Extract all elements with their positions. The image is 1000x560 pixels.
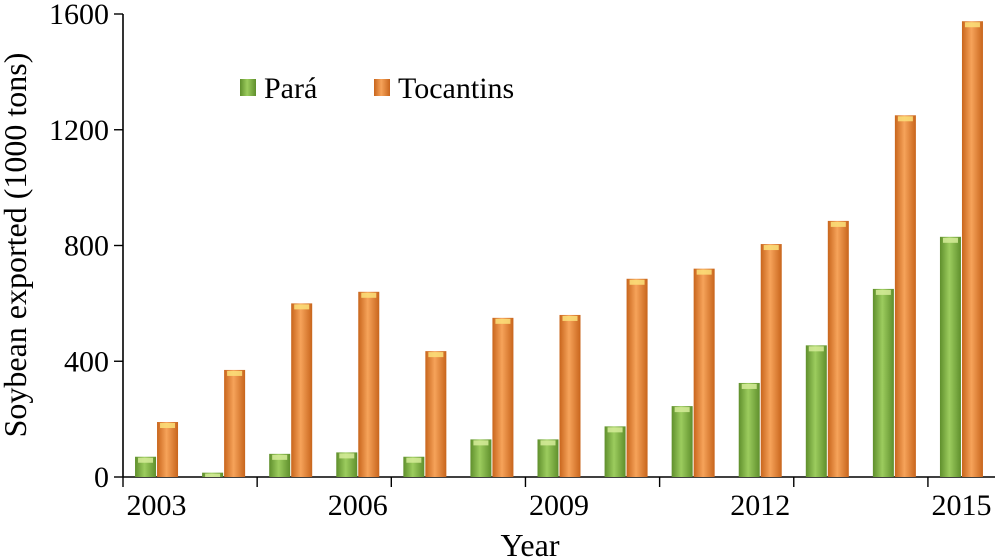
x-tick-label: 2009 — [529, 489, 589, 522]
legend: Pará Tocantins — [240, 72, 514, 105]
bar-tocantins-2004-highlight — [227, 370, 243, 376]
x-axis-title: Year — [501, 527, 560, 560]
bar-para-2007-highlight — [406, 457, 422, 463]
bar-tocantins-2013-highlight — [830, 221, 846, 227]
y-tick-label: 1600 — [49, 0, 109, 31]
bar-tocantins-2007-highlight — [428, 352, 444, 358]
legend-swatch-tocantins — [374, 79, 390, 96]
bar-tocantins-2009 — [559, 314, 581, 477]
y-tick-label: 0 — [94, 461, 109, 494]
bar-tocantins-2005 — [291, 303, 313, 477]
bar-tocantins-2015-highlight — [964, 22, 980, 28]
legend-label-tocantins: Tocantins — [398, 72, 514, 105]
bar-para-2011-highlight — [674, 407, 690, 413]
bar-para-2009-highlight — [540, 440, 556, 446]
y-tick-label: 1200 — [49, 114, 109, 147]
bar-tocantins-2013 — [827, 220, 849, 477]
bar-tocantins-2005-highlight — [294, 304, 310, 310]
bar-para-2013-highlight — [808, 346, 824, 352]
bar-para-2014 — [872, 288, 894, 477]
bar-tocantins-2007 — [425, 351, 447, 477]
bar-para-2008 — [470, 439, 492, 477]
y-tick-label: 400 — [64, 345, 109, 378]
bar-tocantins-2014-highlight — [897, 116, 913, 122]
x-tick-label: 2015 — [931, 489, 991, 522]
legend-swatch-para — [240, 79, 256, 96]
bar-tocantins-2006 — [358, 291, 380, 477]
bar-tocantins-2012 — [760, 244, 782, 477]
bar-tocantins-2015 — [961, 21, 983, 477]
bar-para-2014-highlight — [875, 289, 891, 295]
x-tick-label: 2006 — [328, 489, 388, 522]
bar-tocantins-2012-highlight — [763, 245, 779, 251]
bar-tocantins-2011-highlight — [696, 269, 712, 275]
bar-tocantins-2004 — [224, 369, 246, 477]
bar-tocantins-2003 — [157, 422, 179, 477]
bar-para-2003-highlight — [138, 457, 154, 463]
x-axis: 2003 2006 2009 2012 2015 — [122, 476, 995, 522]
bar-para-2013 — [805, 345, 827, 477]
bar-para-2010-highlight — [607, 427, 623, 433]
bar-tocantins-2006-highlight — [361, 292, 377, 298]
bars — [135, 21, 983, 477]
bar-para-2015 — [939, 236, 961, 477]
bar-para-2012 — [738, 382, 760, 477]
bar-para-2009 — [537, 439, 559, 477]
bar-para-2015-highlight — [942, 237, 958, 243]
bar-tocantins-2003-highlight — [160, 423, 176, 429]
bar-para-2011 — [671, 406, 693, 477]
bar-para-2010 — [604, 426, 626, 477]
x-tick-label: 2012 — [730, 489, 790, 522]
bar-tocantins-2014 — [894, 115, 916, 477]
legend-label-para: Pará — [264, 72, 317, 105]
y-axis: 0 400 800 1200 1600 — [49, 0, 124, 494]
bar-para-2008-highlight — [473, 440, 489, 446]
bar-tocantins-2008 — [492, 317, 514, 477]
bar-para-2012-highlight — [741, 383, 757, 389]
bar-tocantins-2009-highlight — [562, 315, 578, 321]
bar-para-2005-highlight — [272, 454, 288, 460]
bar-para-2006-highlight — [339, 453, 355, 459]
bar-tocantins-2011 — [693, 268, 715, 477]
bar-tocantins-2010-highlight — [629, 279, 645, 285]
bar-tocantins-2010 — [626, 278, 648, 477]
bar-para-2004-highlight — [205, 473, 221, 477]
bar-para-2006 — [336, 452, 358, 477]
bar-tocantins-2008-highlight — [495, 318, 511, 324]
y-axis-title: Soybean exported (1000 tons) — [0, 53, 33, 438]
x-tick-label: 2003 — [127, 489, 187, 522]
y-tick-label: 800 — [64, 230, 109, 263]
